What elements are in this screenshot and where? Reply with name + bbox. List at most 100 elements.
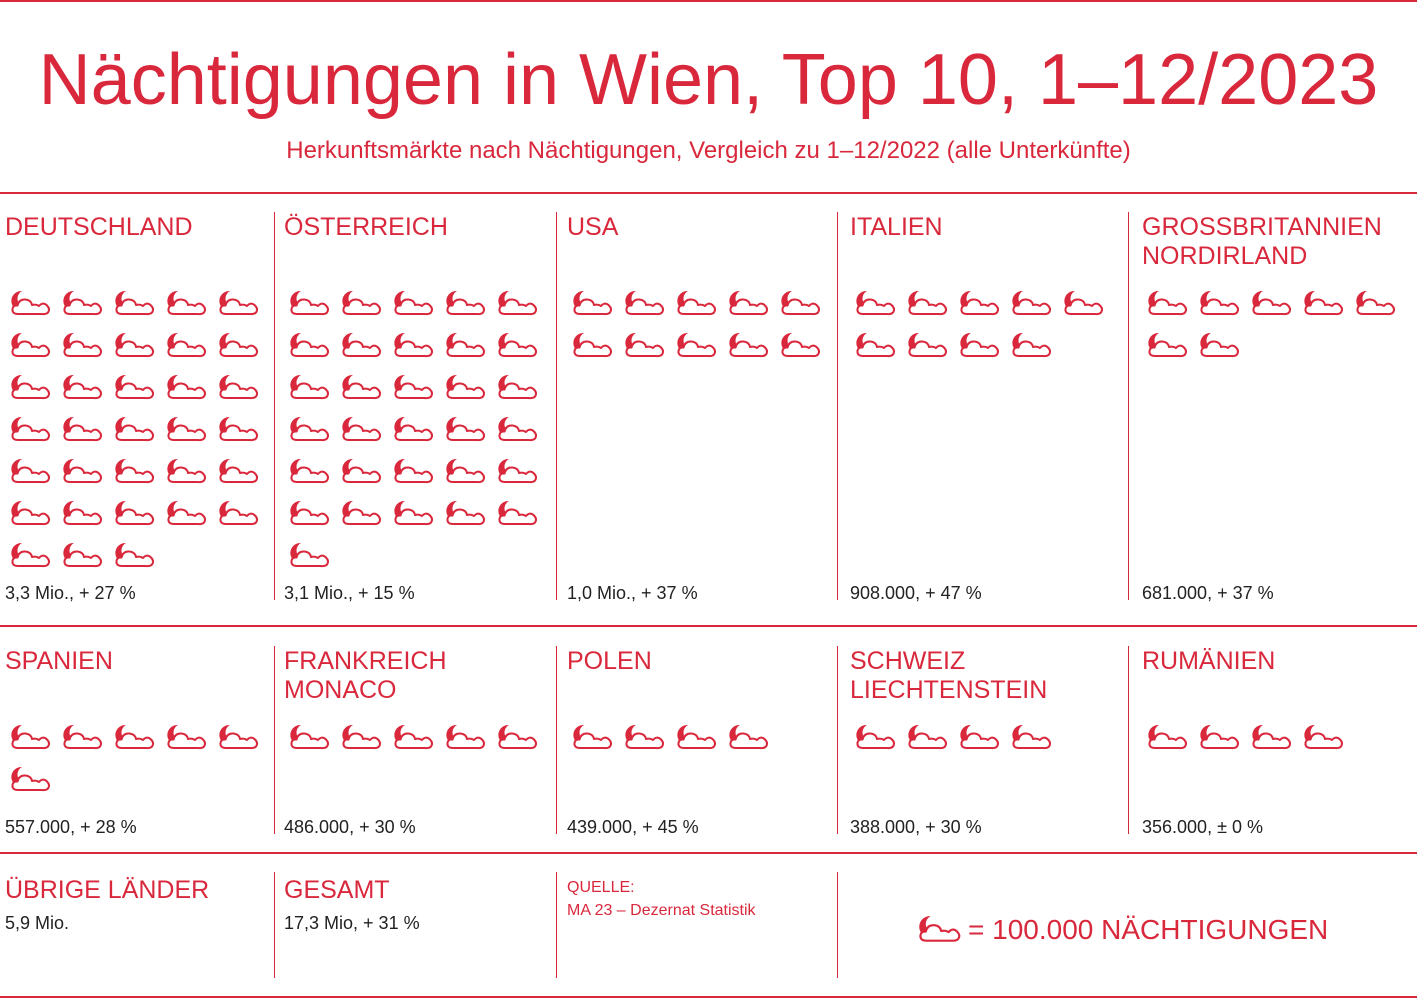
moon-cloud-icon bbox=[446, 458, 486, 484]
moon-cloud-icon bbox=[115, 332, 155, 358]
country-name: ÖSTERREICH bbox=[284, 213, 448, 241]
country-name: SPANIEN bbox=[5, 647, 113, 675]
moon-cloud-icon bbox=[115, 416, 155, 442]
country-name: ITALIEN bbox=[850, 213, 943, 241]
moon-cloud-icon bbox=[908, 290, 948, 316]
moon-cloud-icon bbox=[1148, 290, 1188, 316]
moon-cloud-icon bbox=[167, 724, 207, 750]
moon-cloud-icon bbox=[115, 542, 155, 568]
moon-cloud-icon bbox=[11, 416, 51, 442]
moon-cloud-icon bbox=[908, 332, 948, 358]
top-border bbox=[0, 0, 1417, 2]
moon-cloud-icon bbox=[219, 374, 259, 400]
moon-cloud-icon bbox=[856, 332, 896, 358]
moon-cloud-icon bbox=[115, 458, 155, 484]
moon-cloud-icon bbox=[446, 500, 486, 526]
moon-cloud-icon bbox=[394, 458, 434, 484]
moon-cloud-icon bbox=[342, 374, 382, 400]
moon-cloud-icon bbox=[498, 332, 538, 358]
country-name: GROSSBRITANNIEN bbox=[1142, 213, 1382, 241]
moon-cloud-icon bbox=[11, 332, 51, 358]
moon-cloud-icon bbox=[625, 290, 665, 316]
country-name: POLEN bbox=[567, 647, 652, 675]
moon-cloud-icon bbox=[960, 724, 1000, 750]
source-label: QUELLE: bbox=[567, 879, 635, 896]
column-divider bbox=[274, 212, 275, 600]
moon-cloud-icon bbox=[1012, 724, 1052, 750]
moon-cloud-icon bbox=[167, 500, 207, 526]
moon-cloud-icon bbox=[394, 374, 434, 400]
moon-cloud-icon bbox=[1200, 290, 1240, 316]
moon-cloud-icon bbox=[498, 724, 538, 750]
moon-cloud-icon bbox=[1012, 290, 1052, 316]
chart-subtitle: Herkunftsmärkte nach Nächtigungen, Vergl… bbox=[286, 137, 1131, 164]
country-name: RUMÄNIEN bbox=[1142, 647, 1276, 675]
moon-cloud-icon bbox=[573, 724, 613, 750]
column-divider bbox=[556, 872, 557, 978]
moon-cloud-icon bbox=[573, 290, 613, 316]
moon-cloud-icon bbox=[960, 290, 1000, 316]
moon-cloud-icon bbox=[394, 416, 434, 442]
moon-cloud-icon bbox=[394, 332, 434, 358]
moon-cloud-icon bbox=[342, 290, 382, 316]
moon-cloud-icon bbox=[11, 290, 51, 316]
country-name-line2: MONACO bbox=[284, 676, 397, 704]
moon-cloud-icon bbox=[729, 332, 769, 358]
country-value: 356.000, ± 0 % bbox=[1142, 817, 1263, 837]
column-divider bbox=[837, 212, 838, 600]
moon-cloud-icon bbox=[394, 724, 434, 750]
country-value: 439.000, + 45 % bbox=[567, 817, 699, 837]
moon-cloud-icon bbox=[1356, 290, 1396, 316]
moon-cloud-icon bbox=[498, 374, 538, 400]
moon-cloud-icon bbox=[1252, 290, 1292, 316]
moon-cloud-icon bbox=[498, 416, 538, 442]
moon-cloud-icon bbox=[115, 290, 155, 316]
moon-cloud-icon bbox=[11, 500, 51, 526]
moon-cloud-icon bbox=[219, 458, 259, 484]
bottom-border bbox=[0, 996, 1417, 998]
moon-cloud-icon bbox=[63, 332, 103, 358]
moon-cloud-icon bbox=[290, 458, 330, 484]
moon-cloud-icon bbox=[63, 290, 103, 316]
moon-cloud-icon bbox=[342, 500, 382, 526]
moon-cloud-icon bbox=[498, 500, 538, 526]
moon-cloud-icon bbox=[290, 542, 330, 568]
moon-cloud-icon bbox=[1148, 332, 1188, 358]
moon-cloud-icon bbox=[677, 332, 717, 358]
moon-cloud-icon bbox=[342, 724, 382, 750]
legend-text: = 100.000 NÄCHTIGUNGEN bbox=[968, 914, 1329, 945]
moon-cloud-icon bbox=[342, 416, 382, 442]
moon-cloud-icon bbox=[1304, 290, 1344, 316]
moon-cloud-icon bbox=[167, 290, 207, 316]
moon-cloud-icon bbox=[290, 416, 330, 442]
moon-cloud-icon bbox=[446, 332, 486, 358]
moon-cloud-icon bbox=[115, 500, 155, 526]
moon-cloud-icon bbox=[394, 290, 434, 316]
moon-cloud-icon bbox=[63, 500, 103, 526]
moon-cloud-icon bbox=[115, 374, 155, 400]
moon-cloud-icon bbox=[960, 332, 1000, 358]
chart-title: Nächtigungen in Wien, Top 10, 1–12/2023 bbox=[38, 40, 1379, 120]
moon-cloud-icon bbox=[290, 500, 330, 526]
column-divider bbox=[556, 212, 557, 600]
moon-cloud-icon bbox=[290, 374, 330, 400]
moon-cloud-icon bbox=[856, 724, 896, 750]
column-divider bbox=[1128, 212, 1129, 600]
header-divider bbox=[0, 192, 1417, 194]
moon-cloud-icon bbox=[625, 332, 665, 358]
moon-cloud-icon bbox=[573, 332, 613, 358]
moon-cloud-icon bbox=[625, 724, 665, 750]
country-value: 486.000, + 30 % bbox=[284, 817, 416, 837]
row-divider-1 bbox=[0, 625, 1417, 627]
country-name: FRANKREICH bbox=[284, 647, 447, 675]
moon-cloud-icon bbox=[781, 290, 821, 316]
moon-cloud-icon bbox=[167, 332, 207, 358]
moon-cloud-icon bbox=[729, 724, 769, 750]
moon-cloud-icon bbox=[919, 916, 961, 942]
moon-cloud-icon bbox=[290, 290, 330, 316]
moon-cloud-icon bbox=[290, 332, 330, 358]
moon-cloud-icon bbox=[219, 290, 259, 316]
moon-cloud-icon bbox=[11, 542, 51, 568]
moon-cloud-icon bbox=[1148, 724, 1188, 750]
country-value: 557.000, + 28 % bbox=[5, 817, 137, 837]
